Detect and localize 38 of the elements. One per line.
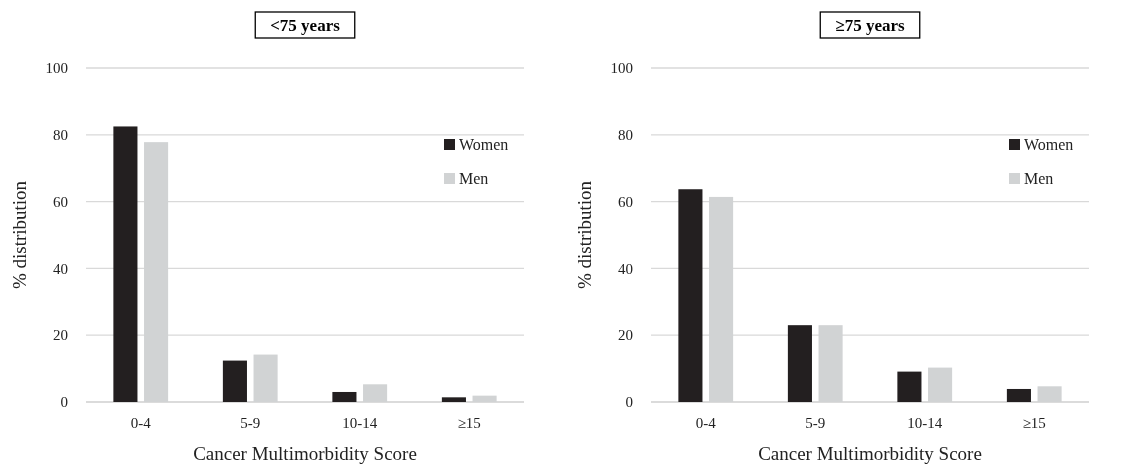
y-tick-label: 60 xyxy=(618,193,633,210)
legend-label: Women xyxy=(459,136,509,153)
x-tick-label: 10-14 xyxy=(907,415,943,431)
legend-label: Men xyxy=(1024,170,1054,187)
y-tick-label: 20 xyxy=(53,327,68,344)
legend-label: Women xyxy=(1024,136,1074,153)
y-tick-label: 80 xyxy=(53,127,68,144)
x-tick-label: 0-4 xyxy=(130,415,152,431)
chart-title: <75 years xyxy=(270,16,341,35)
bar xyxy=(897,371,922,402)
x-tick-label: 5-9 xyxy=(805,415,826,431)
bar xyxy=(222,360,247,402)
y-tick-label: 0 xyxy=(625,394,633,411)
chart-title: ≥75 years xyxy=(835,16,906,35)
y-tick-label: 0 xyxy=(60,394,68,411)
legend-label: Men xyxy=(459,170,489,187)
y-tick-label: 40 xyxy=(618,260,633,277)
bar xyxy=(441,397,466,402)
bar xyxy=(1006,388,1031,402)
y-tick-label: 80 xyxy=(618,127,633,144)
bar xyxy=(678,189,703,402)
y-tick-label: 40 xyxy=(53,260,68,277)
y-axis-title: % distribution xyxy=(574,180,595,290)
x-tick-label: 5-9 xyxy=(240,415,261,431)
bar xyxy=(113,126,138,402)
x-tick-label: 0-4 xyxy=(695,415,717,431)
y-tick-label: 100 xyxy=(610,60,633,77)
y-tick-label: 20 xyxy=(618,327,633,344)
bar xyxy=(787,325,812,402)
bar xyxy=(332,391,357,402)
x-tick-label: 10-14 xyxy=(342,415,378,431)
x-tick-label: ≥15 xyxy=(1022,415,1046,431)
y-tick-label: 100 xyxy=(45,60,68,77)
y-axis-title: % distribution xyxy=(9,180,30,290)
x-axis-title: Cancer Multimorbidity Score xyxy=(193,443,417,464)
x-tick-label: ≥15 xyxy=(457,415,481,431)
y-tick-label: 60 xyxy=(53,193,68,210)
x-axis-title: Cancer Multimorbidity Score xyxy=(758,443,982,464)
